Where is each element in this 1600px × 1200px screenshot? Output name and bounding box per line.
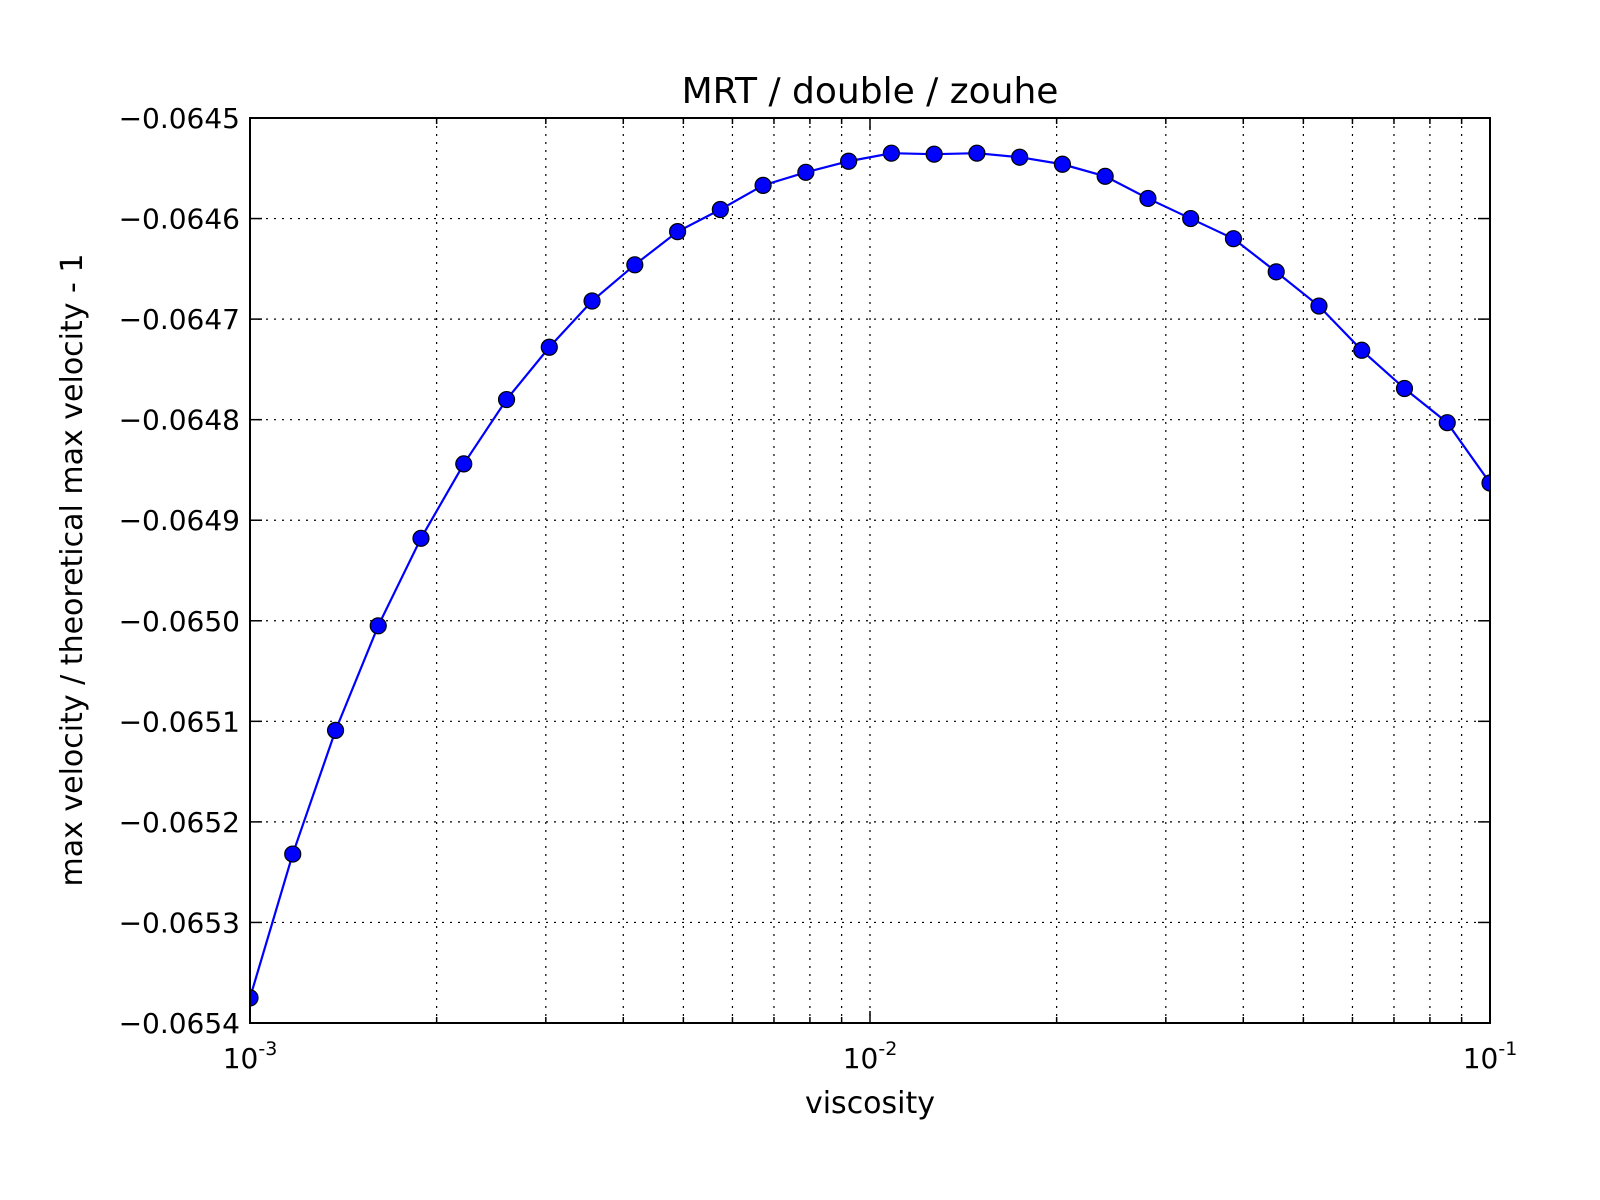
ticks [249, 117, 1491, 1024]
y-tick-label: −0.0649 [119, 504, 240, 537]
data-point [1139, 189, 1157, 208]
data-point [412, 529, 430, 547]
data-point [668, 223, 687, 241]
data-point [583, 292, 601, 310]
data-point [1395, 379, 1414, 398]
data-point [250, 989, 259, 1007]
data-point [497, 390, 516, 409]
data-point [882, 144, 900, 162]
data-point [1267, 263, 1285, 281]
data-point [369, 617, 387, 635]
data-point [455, 455, 473, 473]
data-point [1481, 474, 1490, 492]
y-tick-label: −0.0650 [119, 605, 240, 638]
data-point [925, 145, 943, 163]
series-markers [250, 144, 1490, 1007]
data-point [1182, 209, 1200, 228]
x-tick-label: 10-1 [1463, 1038, 1518, 1075]
data-point [840, 152, 858, 170]
data-point [1310, 297, 1328, 315]
y-tick-label: −0.0653 [119, 906, 240, 939]
chart-title: MRT / double / zouhe [682, 71, 1059, 112]
y-tick-label: −0.0646 [119, 203, 240, 236]
x-axis-label: viscosity [805, 1086, 935, 1121]
y-tick-label: −0.0654 [119, 1007, 240, 1040]
x-tick-label: 10-2 [843, 1038, 898, 1075]
y-tick-label: −0.0648 [119, 404, 240, 437]
series-layer [248, 144, 1491, 1007]
y-tick-label: −0.0647 [119, 303, 240, 336]
data-point [754, 176, 772, 194]
data-point [968, 144, 986, 162]
data-point [326, 721, 345, 739]
y-tick-label: −0.0645 [119, 102, 240, 135]
data-point [626, 256, 644, 274]
data-point [1011, 148, 1029, 166]
y-tick-labels: −0.0645 −0.0646 −0.0647 −0.0648 −0.0649 −0.06… [119, 102, 240, 1040]
data-point [1224, 230, 1243, 248]
y-axis-label: max velocity / theoretical max velocity … [55, 253, 90, 886]
data-point [1096, 167, 1114, 185]
data-point [797, 163, 815, 181]
y-tick-label: −0.0651 [119, 705, 240, 738]
data-point [284, 845, 302, 863]
y-tick-label: −0.0652 [119, 806, 240, 839]
x-tick-label: 10-3 [223, 1038, 278, 1075]
data-point [540, 338, 558, 356]
data-point [1053, 155, 1072, 173]
data-point [711, 200, 729, 219]
series-line [248, 152, 1491, 999]
data-point [1438, 414, 1456, 432]
x-tick-labels: 10-3 10-2 10-1 [223, 1038, 1518, 1075]
data-point [1353, 341, 1371, 359]
